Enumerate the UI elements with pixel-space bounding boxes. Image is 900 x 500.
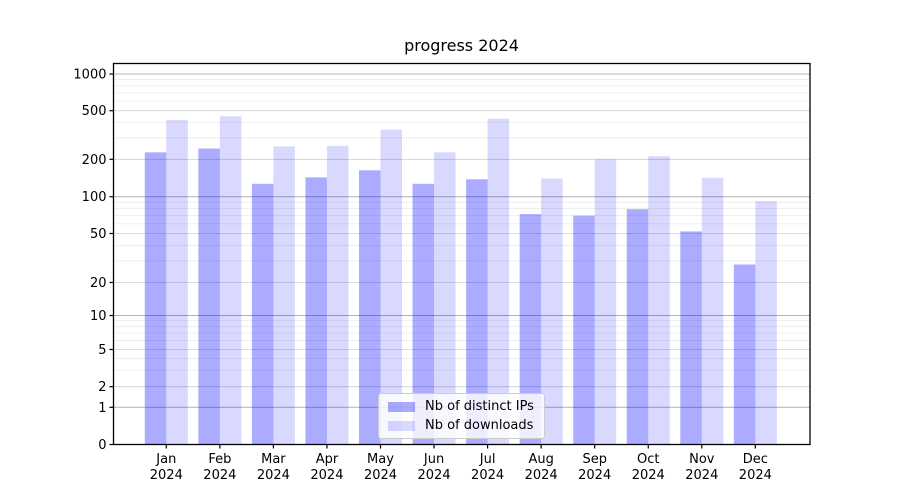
legend-row-distinct-ips: Nb of distinct IPs — [388, 399, 535, 415]
bar-distinct-ips — [305, 177, 327, 445]
chart-title: progress 2024 — [404, 36, 519, 55]
bar-distinct-ips — [412, 183, 435, 445]
y-tick-label: 1000 — [73, 68, 106, 83]
x-tick-label: Jul 2024 — [471, 452, 504, 483]
bar-distinct-ips — [251, 183, 274, 445]
legend: Nb of distinct IPs Nb of downloads — [378, 393, 545, 439]
x-tick-label: Mar 2024 — [257, 452, 290, 483]
bar-downloads — [594, 159, 617, 445]
bar-distinct-ips — [198, 148, 220, 445]
y-tick-label: 0 — [98, 438, 106, 453]
y-tick-label: 500 — [82, 104, 107, 119]
bar-downloads — [541, 178, 563, 445]
y-tick-label: 5 — [98, 343, 106, 358]
legend-swatch-downloads — [388, 420, 415, 431]
x-tick-label: Oct 2024 — [632, 452, 665, 483]
bar-downloads — [487, 118, 510, 445]
x-tick-label: May 2024 — [364, 452, 397, 483]
y-tick-label: 2 — [98, 380, 106, 395]
y-tick-label: 20 — [90, 276, 107, 291]
y-tick-label: 50 — [90, 227, 107, 242]
legend-label-distinct-ips: Nb of distinct IPs — [425, 399, 534, 414]
legend-row-downloads: Nb of downloads — [388, 418, 535, 434]
bar-downloads — [273, 146, 295, 445]
bar-downloads — [755, 201, 777, 445]
y-tick-label: 1 — [98, 401, 106, 416]
x-tick-label: Feb 2024 — [203, 452, 236, 483]
bar-downloads — [326, 145, 349, 445]
bar-downloads — [219, 116, 242, 445]
y-tick-label: 200 — [82, 153, 107, 168]
x-tick-label: Jan 2024 — [150, 452, 183, 483]
bar-distinct-ips — [680, 231, 702, 445]
bar-distinct-ips — [466, 179, 488, 445]
bar-downloads — [434, 152, 456, 445]
plot-border — [112, 62, 811, 446]
x-tick-label: Apr 2024 — [310, 452, 343, 483]
bar-distinct-ips — [519, 214, 542, 445]
bar-distinct-ips — [359, 170, 381, 445]
y-tick-label: 100 — [82, 190, 107, 205]
y-tick-label: 10 — [90, 309, 107, 324]
bar-distinct-ips — [733, 264, 756, 445]
bar-downloads — [380, 129, 402, 445]
legend-label-downloads: Nb of downloads — [425, 418, 534, 433]
bar-downloads — [166, 119, 188, 445]
x-tick-label: Dec 2024 — [739, 452, 772, 483]
bar-distinct-ips — [573, 215, 595, 445]
bar-distinct-ips — [144, 152, 167, 445]
bar-downloads — [701, 177, 724, 445]
bar-distinct-ips — [626, 209, 649, 445]
x-tick-label: Nov 2024 — [685, 452, 718, 483]
bar-downloads — [648, 156, 670, 445]
x-tick-label: Aug 2024 — [525, 452, 558, 483]
x-tick-label: Sep 2024 — [578, 452, 611, 483]
x-tick-label: Jun 2024 — [418, 452, 451, 483]
legend-swatch-distinct-ips — [388, 401, 415, 412]
